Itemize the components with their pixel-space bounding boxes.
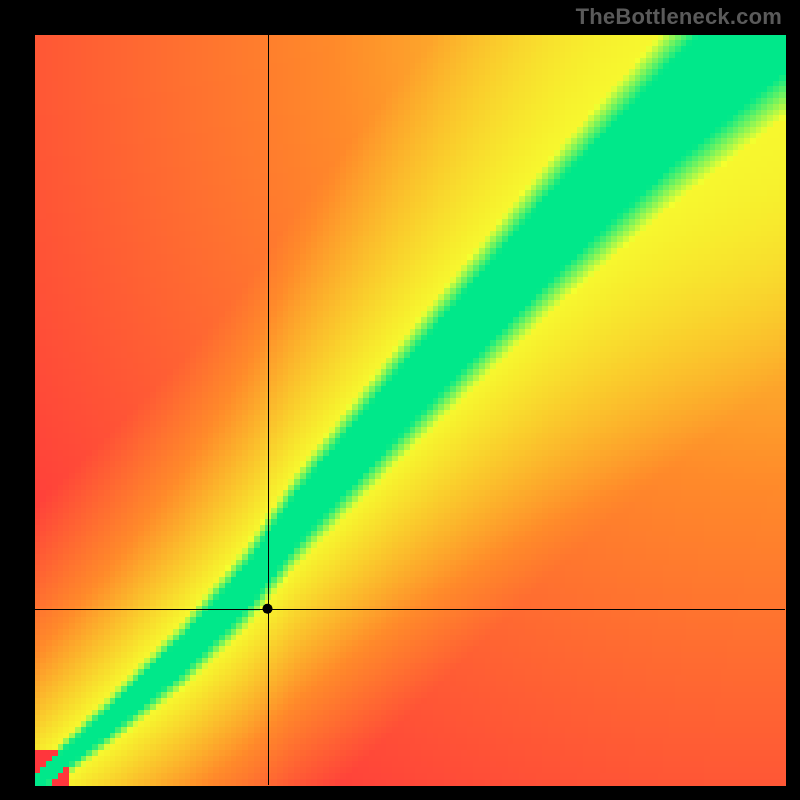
watermark-text: TheBottleneck.com <box>576 4 782 30</box>
bottleneck-heatmap <box>0 0 800 800</box>
